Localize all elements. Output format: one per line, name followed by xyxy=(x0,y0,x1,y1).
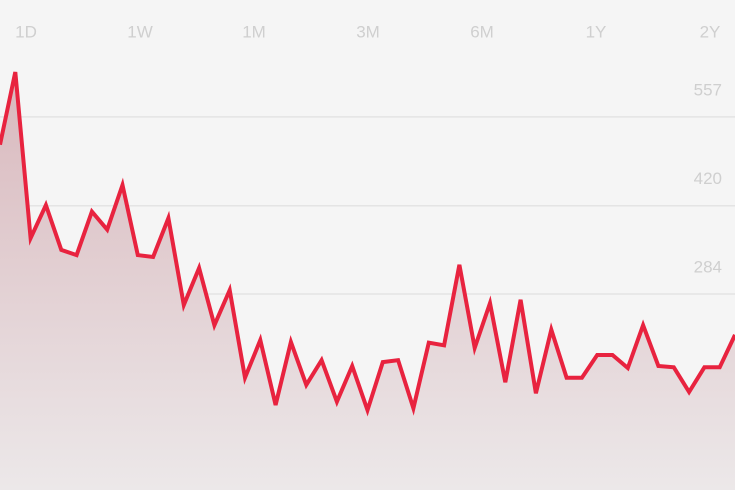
line xyxy=(0,71,735,417)
y-tick-label: 284 xyxy=(694,257,722,276)
range-tab[interactable]: 2Y xyxy=(700,22,721,41)
range-tab[interactable]: 6M xyxy=(470,22,494,41)
range-tab[interactable]: 1W xyxy=(127,22,153,41)
y-tick-label: 557 xyxy=(694,80,722,99)
y-tick-label: 420 xyxy=(694,169,722,188)
range-tab[interactable]: 1M xyxy=(242,22,266,41)
range-tab[interactable]: 1Y xyxy=(586,22,607,41)
area xyxy=(0,72,735,490)
range-tab[interactable]: 1D xyxy=(15,22,37,41)
range-tab[interactable]: 3M xyxy=(356,22,380,41)
